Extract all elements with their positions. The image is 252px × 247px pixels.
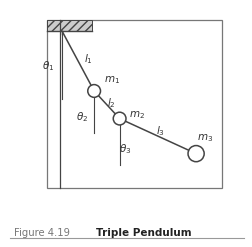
Text: Figure 4.19: Figure 4.19 — [14, 228, 70, 238]
Text: $l_1$: $l_1$ — [84, 52, 93, 66]
Text: $m_1$: $m_1$ — [104, 74, 120, 86]
Text: $\theta_2$: $\theta_2$ — [76, 111, 88, 124]
Text: $\theta_1$: $\theta_1$ — [42, 60, 55, 73]
Text: $m_3$: $m_3$ — [197, 132, 213, 144]
Text: Triple Pendulum: Triple Pendulum — [96, 228, 191, 238]
Text: $l_2$: $l_2$ — [107, 96, 115, 110]
Circle shape — [188, 145, 204, 162]
Text: $l_3$: $l_3$ — [155, 124, 165, 138]
Circle shape — [113, 112, 126, 125]
Text: $\theta_3$: $\theta_3$ — [119, 143, 131, 156]
Text: $m_2$: $m_2$ — [129, 109, 145, 121]
Circle shape — [88, 85, 101, 97]
Bar — [47, 20, 92, 32]
Bar — [47, 20, 222, 188]
